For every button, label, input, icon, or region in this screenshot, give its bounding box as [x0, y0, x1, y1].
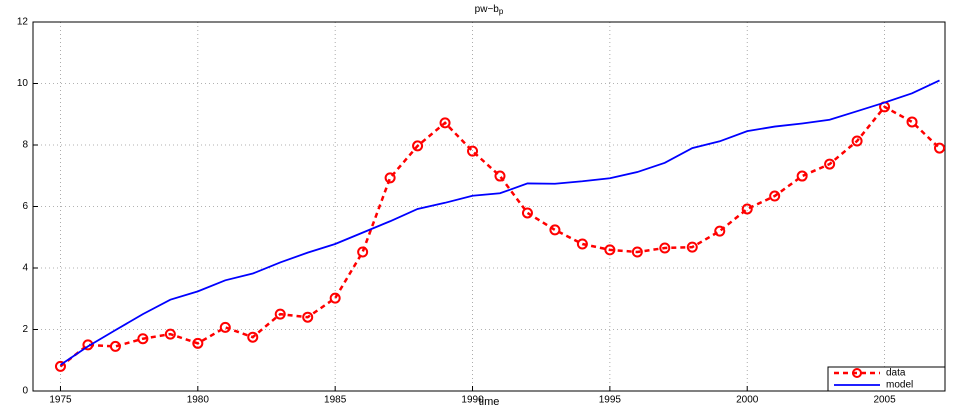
x-tick-label: 1990: [461, 395, 484, 406]
y-tick-label: 8: [22, 140, 28, 151]
data-marker: [851, 135, 863, 147]
data-marker: [494, 170, 506, 182]
data-marker: [109, 340, 121, 352]
data-marker: [247, 331, 259, 343]
data-marker: [467, 145, 479, 157]
data-marker: [631, 246, 643, 258]
data-marker: [164, 328, 176, 340]
y-tick-label: 4: [22, 263, 28, 274]
y-tick-label: 6: [22, 201, 28, 212]
data-marker: [824, 158, 836, 170]
data-marker: [54, 360, 66, 372]
y-tick-label: 10: [17, 78, 29, 89]
legend-label: data: [886, 368, 906, 379]
data-marker: [357, 246, 369, 258]
title-subscript: p: [499, 7, 504, 16]
data-marker: [521, 207, 533, 219]
data-marker: [412, 140, 424, 152]
data-marker: [82, 339, 94, 351]
data-marker: [934, 142, 946, 154]
legend-label: model: [886, 380, 913, 391]
data-marker: [302, 311, 314, 323]
data-marker: [796, 170, 808, 182]
y-tick-label: 12: [17, 17, 29, 28]
data-marker: [604, 244, 616, 256]
title-main: pw−b: [475, 4, 500, 15]
data-marker: [137, 333, 149, 345]
data-marker: [439, 117, 451, 129]
legend-marker: [852, 368, 862, 378]
data-marker: [192, 337, 204, 349]
data-marker: [714, 225, 726, 237]
data-marker: [329, 292, 341, 304]
data-marker: [576, 238, 588, 250]
series-line: [59, 79, 940, 366]
x-tick-label: 1980: [187, 395, 210, 406]
x-tick-label: 2000: [736, 395, 759, 406]
x-tick-label: 2005: [873, 395, 896, 406]
data-marker: [274, 308, 286, 320]
data-marker: [659, 242, 671, 254]
data-marker: [686, 241, 698, 253]
x-tick-label: 1975: [49, 395, 72, 406]
y-tick-label: 2: [22, 324, 28, 335]
x-axis-label: time: [479, 396, 500, 407]
x-tick-label: 1995: [599, 395, 622, 406]
y-tick-label: 0: [22, 386, 28, 397]
data-marker: [769, 190, 781, 202]
data-marker: [906, 116, 918, 128]
axes-box: [32, 21, 946, 392]
data-marker: [384, 172, 396, 184]
chart-title: pw−bp: [475, 4, 504, 16]
data-marker: [741, 203, 753, 215]
legend-box: [827, 366, 946, 392]
x-tick-label: 1985: [324, 395, 347, 406]
data-marker: [219, 321, 231, 333]
data-marker: [549, 224, 561, 236]
